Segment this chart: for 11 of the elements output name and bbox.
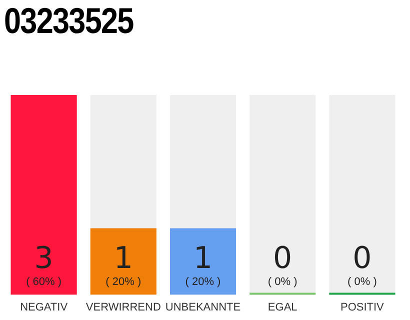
data-label: 1 ( 20% ) (106, 240, 142, 288)
data-label: 3 ( 60% ) (26, 240, 62, 288)
x-tick-label: VERWIRREND (86, 301, 161, 314)
chart-title: 03233525 (4, 0, 134, 42)
x-tick-label: UNBEKANNTE (165, 301, 241, 314)
x-tick-label: NEGATIV (20, 301, 68, 314)
x-tick-label: EGAL (268, 301, 298, 314)
x-tick-label: POSITIV (340, 301, 385, 314)
data-label: 1 ( 20% ) (185, 240, 221, 288)
data-label: 0 ( 0% ) (348, 240, 377, 288)
data-label: 0 ( 0% ) (268, 240, 298, 288)
